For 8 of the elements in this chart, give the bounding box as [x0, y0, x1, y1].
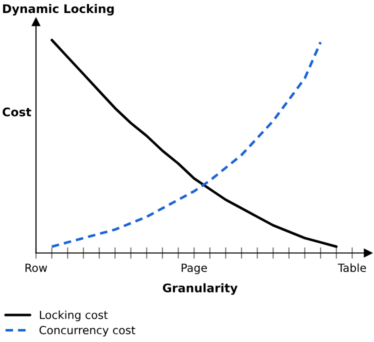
chart-title: Dynamic Locking — [3, 4, 114, 16]
x-tick-label: Page — [182, 264, 207, 274]
legend-label: Locking cost — [40, 310, 108, 322]
x-tick-label: Table — [338, 263, 366, 272]
legend-label: Concurrency cost — [40, 326, 136, 336]
x-axis-title: Granularity — [162, 283, 238, 295]
y-axis-title: Cost — [2, 107, 32, 116]
x-tick-label: Row — [26, 264, 48, 272]
